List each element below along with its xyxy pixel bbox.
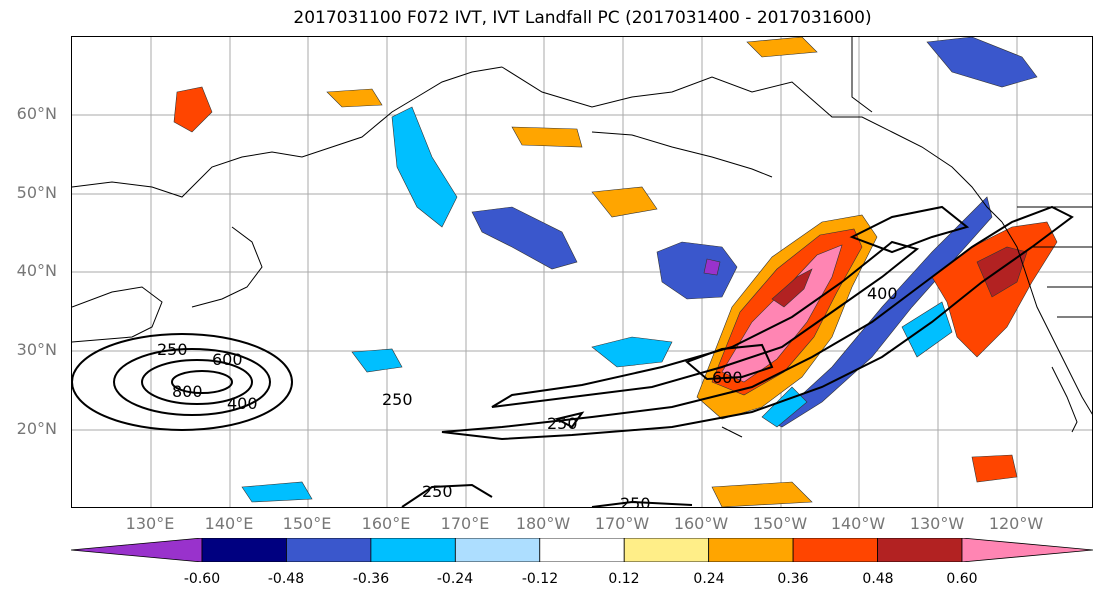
ivt-contour-400-west (113, 348, 271, 416)
colorbar-bin (539, 538, 625, 562)
negative-streak-west (591, 336, 673, 368)
lon-label: 140°E (204, 514, 254, 533)
contour-label: 400 (227, 394, 258, 413)
ivt-contour-400-east (849, 205, 970, 254)
canada-border (851, 37, 873, 113)
lon-label: 120°W (988, 514, 1044, 533)
colorbar-extend-max (961, 538, 1093, 562)
ivt-contour-600-west (141, 359, 253, 405)
hawaii (721, 426, 743, 438)
contour-label: 600 (212, 350, 243, 369)
na-west-coast (1001, 221, 1092, 415)
colorbar-bin (454, 538, 541, 562)
colorbar-tick: 0.24 (693, 571, 725, 587)
colorbar-tick: -0.36 (352, 571, 390, 587)
contour-label: 250 (382, 390, 413, 409)
lon-label: 160°W (673, 514, 729, 533)
lon-label: 150°E (282, 514, 332, 533)
lon-label: 130°W (909, 514, 965, 533)
lat-label: 50°N (16, 183, 57, 202)
colorbar-tick: -0.60 (183, 571, 221, 587)
negative-blob-sw (351, 348, 403, 373)
colorbar-extend-min (71, 538, 203, 562)
ivt-contour-600-main (685, 343, 774, 381)
lat-label: 40°N (16, 261, 57, 280)
colorbar-tick: -0.24 (436, 571, 474, 587)
baja (1051, 366, 1078, 433)
colorbar-tick: 0.60 (946, 571, 978, 587)
lat-label: 20°N (16, 419, 57, 438)
positive-blob-gulf (511, 126, 583, 148)
positive-blob-kamchatka (173, 86, 213, 133)
lon-label: 180°W (515, 514, 571, 533)
japan (191, 226, 263, 308)
colorbar-tick: -0.48 (267, 571, 305, 587)
colorbar-bin (370, 538, 456, 562)
colorbar-bin (623, 538, 710, 562)
positive-blob-north-coast (746, 37, 818, 58)
coastlines (72, 37, 1092, 438)
positive-blob-south (711, 481, 813, 507)
negative-blob-north (656, 241, 738, 300)
contour-label: 400 (867, 284, 898, 303)
lon-label: 140°W (830, 514, 886, 533)
lon-label: 160°E (361, 514, 411, 533)
positive-band-dark (771, 268, 813, 308)
map-canvas: 250 600 800 400 250 250 600 400 250 250 (72, 37, 1092, 508)
negative-blob-alaska (926, 37, 1038, 88)
positive-blob-bering (326, 88, 383, 108)
positive-blob-mid (591, 186, 658, 218)
colorbar-bin (708, 538, 794, 562)
colorbar-bin (792, 538, 878, 562)
contour-label: 250 (547, 414, 578, 433)
ivt-contour-250-south-2 (591, 500, 693, 507)
negative-blob-se (241, 481, 313, 503)
colorbar-tick: 0.12 (608, 571, 640, 587)
lon-label: 130°E (125, 514, 175, 533)
colorbar-bin (877, 538, 963, 562)
positive-blob-baja (971, 454, 1018, 483)
ivt-contour-250-main (441, 205, 1074, 441)
colorbar-tick: 0.48 (862, 571, 894, 587)
colorbar-bin (286, 538, 372, 562)
ivt-contour-250-small (554, 411, 585, 429)
lat-label: 60°N (16, 104, 57, 123)
map-panel: 250 600 800 400 250 250 600 400 250 250 (71, 36, 1093, 508)
ivt-contour-250-west (72, 333, 293, 431)
korea-china-coast (72, 286, 163, 343)
negative-band (771, 196, 993, 428)
map-title: 2017031100 F072 IVT, IVT Landfall PC (20… (293, 8, 872, 28)
contour-labels: 250 600 800 400 250 250 600 400 250 250 (157, 284, 898, 508)
asia-coast (72, 66, 503, 198)
lon-label: 170°E (440, 514, 490, 533)
contour-label: 250 (422, 482, 453, 501)
ivt-contours (72, 205, 1074, 507)
colorbar-tick: -0.12 (521, 571, 559, 587)
contour-label: 250 (157, 340, 188, 359)
aleutians (591, 131, 773, 178)
colorbar (71, 538, 1093, 562)
ivt-contour-400-main (491, 240, 920, 408)
lat-label: 30°N (16, 340, 57, 359)
state-borders (1017, 206, 1092, 318)
contour-label: 800 (172, 382, 203, 401)
alaska-coast (501, 66, 1003, 223)
contour-label: 250 (620, 494, 651, 508)
negative-blob-north-core (703, 258, 721, 276)
colorbar-bin (201, 538, 287, 562)
lon-label: 150°W (752, 514, 808, 533)
negative-streak-midlat (471, 206, 578, 270)
ivt-contour-250-south (401, 483, 493, 507)
ivt-contour-800-west (171, 370, 233, 394)
colorbar-tick: 0.36 (777, 571, 809, 587)
negative-streak-aleutian (391, 106, 458, 228)
contour-label: 600 (712, 368, 743, 387)
lon-label: 170°W (594, 514, 650, 533)
